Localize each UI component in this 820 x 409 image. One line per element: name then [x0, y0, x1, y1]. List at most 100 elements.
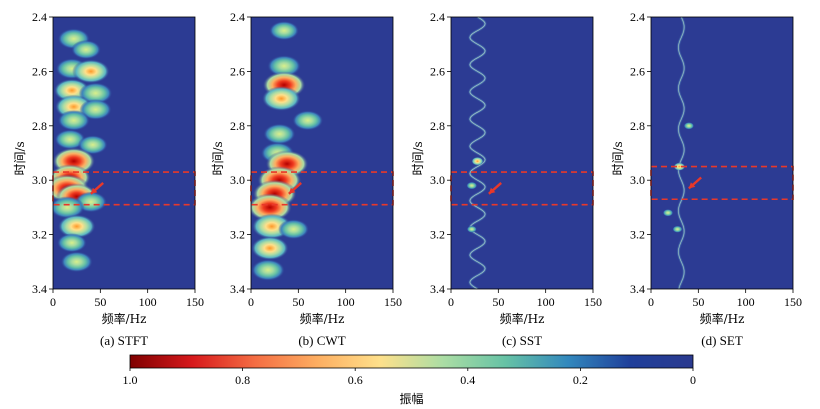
x-tick-label: 50: [292, 295, 304, 309]
ridge-core: [469, 17, 486, 289]
x-tick-label: 100: [139, 295, 157, 309]
energy-blob: [292, 110, 324, 131]
panel-cwt: 2.4 2.6 2.8 3.0 3.2 3.40 50 100 150 时间/s 频率/Hz (b) …: [211, 10, 402, 348]
energy-blob: [672, 225, 683, 233]
panel-caption: (b) CWT: [298, 333, 345, 348]
energy-blob: [251, 193, 292, 222]
y-tick-label: 2.4: [630, 10, 645, 24]
y-tick-label: 3.4: [32, 282, 47, 296]
y-tick-label: 3.0: [430, 173, 445, 187]
ridge-core: [678, 17, 685, 289]
energy-blob: [60, 251, 93, 273]
y-tick-label: 2.4: [230, 10, 245, 24]
y-tick-label: 2.4: [32, 10, 47, 24]
x-tick-label: 0: [448, 295, 454, 309]
energy-blob: [79, 99, 112, 120]
y-tick-label: 3.2: [430, 228, 445, 242]
arrow-head: [90, 187, 98, 194]
colorbar-label: 振幅: [399, 391, 423, 406]
x-axis-label: 频率/Hz: [700, 311, 745, 326]
colorbar-tick-label: 0.6: [348, 373, 363, 387]
panel-caption: (c) SST: [502, 333, 542, 348]
energy-blob: [267, 55, 301, 77]
y-tick-label: 3.0: [32, 173, 47, 187]
x-axis-label: 频率/Hz: [500, 311, 545, 326]
y-tick-label: 3.2: [230, 228, 245, 242]
y-tick-label: 2.4: [430, 10, 445, 24]
heatmap-content: [466, 17, 486, 289]
y-axis-label: 时间/s: [611, 141, 625, 175]
energy-blob: [471, 156, 484, 166]
panel-stft: 2.4 2.6 2.8 3.0 3.2 3.40 50 100 150 时间/s 频率/Hz (a) …: [13, 10, 204, 348]
arrow-head: [288, 187, 296, 194]
energy-blob: [57, 233, 87, 253]
x-tick-label: 150: [784, 295, 802, 309]
x-tick-label: 150: [384, 295, 402, 309]
energy-blob: [263, 123, 296, 145]
x-axis-label: 频率/Hz: [102, 311, 147, 326]
y-tick-label: 2.6: [230, 64, 245, 78]
plot-background: [451, 17, 593, 289]
colorbar-tick-label: 0.8: [235, 373, 250, 387]
x-tick-label: 50: [492, 295, 504, 309]
energy-blob: [278, 219, 310, 240]
energy-blob: [57, 214, 96, 239]
y-tick-label: 3.4: [230, 282, 245, 296]
panel-sst: 2.4 2.6 2.8 3.0 3.2 3.40 50 100 150 时间/s 频率/Hz (c) …: [411, 10, 602, 348]
arrow-head: [688, 182, 696, 189]
x-tick-label: 0: [50, 295, 56, 309]
plot-frame: [650, 16, 794, 290]
energy-blob: [251, 236, 289, 261]
plot-frame: [450, 16, 594, 290]
y-axis-label: 时间/s: [211, 141, 225, 175]
y-tick-label: 2.6: [32, 64, 47, 78]
heatmap-content: [662, 17, 695, 289]
y-tick-label: 3.2: [630, 228, 645, 242]
y-tick-label: 2.8: [32, 119, 47, 133]
x-tick-label: 100: [737, 295, 755, 309]
y-tick-label: 2.6: [630, 64, 645, 78]
y-tick-label: 2.8: [630, 119, 645, 133]
energy-blob: [683, 122, 695, 130]
colorbar-tick-label: 0.4: [460, 373, 475, 387]
x-tick-label: 100: [337, 295, 355, 309]
colorbar-tick-label: 1.0: [123, 373, 138, 387]
heatmap-content: [53, 28, 113, 273]
x-tick-label: 50: [692, 295, 704, 309]
energy-blob: [269, 21, 299, 41]
colorbar-gradient: [129, 354, 694, 369]
plot-frame: [250, 16, 394, 290]
x-tick-label: 0: [648, 295, 654, 309]
energy-blob: [251, 259, 285, 281]
y-tick-label: 3.0: [230, 173, 245, 187]
x-tick-label: 150: [186, 295, 204, 309]
y-tick-label: 2.8: [230, 119, 245, 133]
y-tick-label: 2.8: [430, 119, 445, 133]
plot-frame: [52, 16, 196, 290]
colorbar-tick-label: 0.2: [573, 373, 588, 387]
x-tick-label: 50: [94, 295, 106, 309]
energy-blob: [71, 40, 101, 60]
colorbar: 1.0 0.8 0.6 0.4 0.2 0 振幅: [123, 354, 696, 406]
x-axis-label: 频率/Hz: [300, 311, 345, 326]
panel-caption: (a) STFT: [100, 333, 148, 348]
y-tick-label: 3.2: [32, 228, 47, 242]
y-tick-label: 2.6: [430, 64, 445, 78]
y-axis-label: 时间/s: [13, 141, 27, 175]
energy-blob: [54, 129, 86, 150]
energy-blob: [466, 181, 478, 190]
arrow-head: [488, 187, 496, 194]
y-tick-label: 3.4: [630, 282, 645, 296]
y-tick-label: 3.4: [430, 282, 445, 296]
x-tick-label: 100: [537, 295, 555, 309]
panel-caption: (d) SET: [701, 333, 743, 348]
energy-blob: [57, 110, 90, 131]
plot-background: [651, 17, 793, 289]
panel-set: 2.4 2.6 2.8 3.0 3.2 3.40 50 100 150 时间/s 频率/Hz (d) …: [611, 10, 802, 348]
y-tick-label: 3.0: [630, 173, 645, 187]
heatmap-content: [251, 21, 324, 281]
energy-blob: [662, 209, 674, 217]
energy-blob: [261, 86, 301, 111]
x-tick-label: 150: [584, 295, 602, 309]
